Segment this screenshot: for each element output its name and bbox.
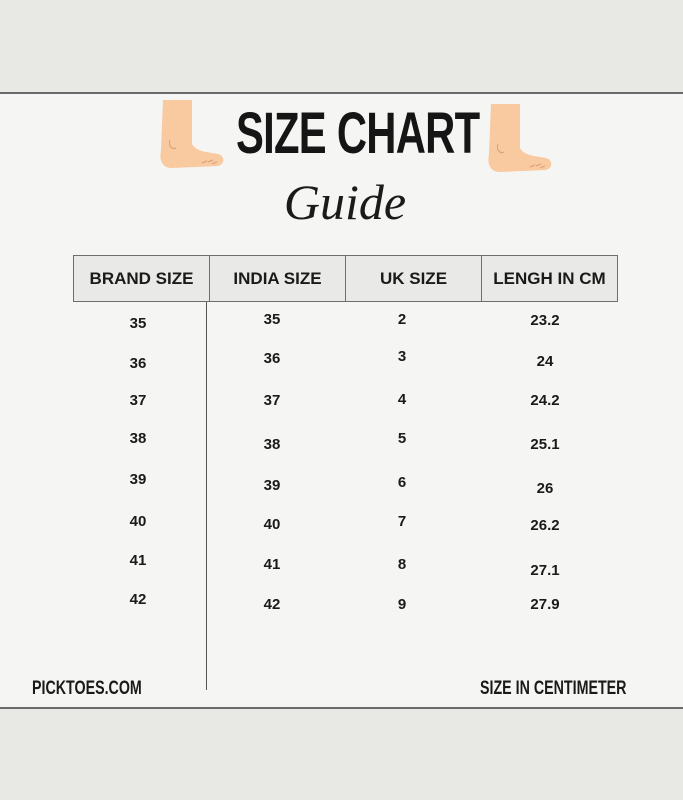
cell-uk-size: 2 bbox=[397, 311, 407, 328]
cell-uk-size: 5 bbox=[397, 430, 407, 447]
cell-length-cm: 26.2 bbox=[530, 517, 560, 534]
column-divider bbox=[206, 302, 207, 690]
brand-website: PICKTOES.COM bbox=[32, 678, 142, 699]
cell-india-size: 40 bbox=[263, 516, 281, 533]
cell-india-size: 37 bbox=[263, 392, 281, 409]
cell-length-cm: 24 bbox=[536, 353, 554, 370]
cell-brand-size: 36 bbox=[129, 355, 147, 372]
column-header-brand-size: BRAND SIZE bbox=[73, 255, 210, 302]
column-header-length-cm: LENGH IN CM bbox=[481, 255, 618, 302]
size-chart-panel bbox=[0, 92, 683, 709]
cell-brand-size: 41 bbox=[129, 552, 147, 569]
cell-uk-size: 3 bbox=[397, 348, 407, 365]
cell-india-size: 39 bbox=[263, 477, 281, 494]
cell-uk-size: 9 bbox=[397, 596, 407, 613]
cell-india-size: 38 bbox=[263, 436, 281, 453]
cell-india-size: 35 bbox=[263, 311, 281, 328]
cell-uk-size: 8 bbox=[397, 556, 407, 573]
size-table-header: BRAND SIZE INDIA SIZE UK SIZE LENGH IN C… bbox=[73, 255, 618, 302]
cell-length-cm: 27.9 bbox=[530, 596, 560, 613]
cell-brand-size: 35 bbox=[129, 315, 147, 332]
cell-length-cm: 25.1 bbox=[530, 436, 560, 453]
cell-india-size: 42 bbox=[263, 596, 281, 613]
cell-brand-size: 39 bbox=[129, 471, 147, 488]
page-subtitle: Guide bbox=[283, 174, 407, 230]
cell-length-cm: 27.1 bbox=[530, 562, 560, 579]
cell-brand-size: 42 bbox=[129, 591, 147, 608]
cell-brand-size: 40 bbox=[129, 513, 147, 530]
cell-uk-size: 6 bbox=[397, 474, 407, 491]
column-header-india-size: INDIA SIZE bbox=[209, 255, 346, 302]
cell-length-cm: 26 bbox=[536, 480, 554, 497]
page-title: SIZE CHART bbox=[236, 101, 480, 166]
cell-brand-size: 37 bbox=[129, 392, 147, 409]
unit-note: SIZE IN CENTIMETER bbox=[480, 678, 627, 699]
cell-length-cm: 23.2 bbox=[530, 312, 560, 329]
cell-india-size: 36 bbox=[263, 350, 281, 367]
cell-india-size: 41 bbox=[263, 556, 281, 573]
cell-length-cm: 24.2 bbox=[530, 392, 560, 409]
cell-uk-size: 7 bbox=[397, 513, 407, 530]
foot-icon bbox=[488, 104, 552, 172]
foot-icon bbox=[160, 100, 224, 168]
cell-uk-size: 4 bbox=[397, 391, 407, 408]
cell-brand-size: 38 bbox=[129, 430, 147, 447]
column-header-uk-size: UK SIZE bbox=[345, 255, 482, 302]
